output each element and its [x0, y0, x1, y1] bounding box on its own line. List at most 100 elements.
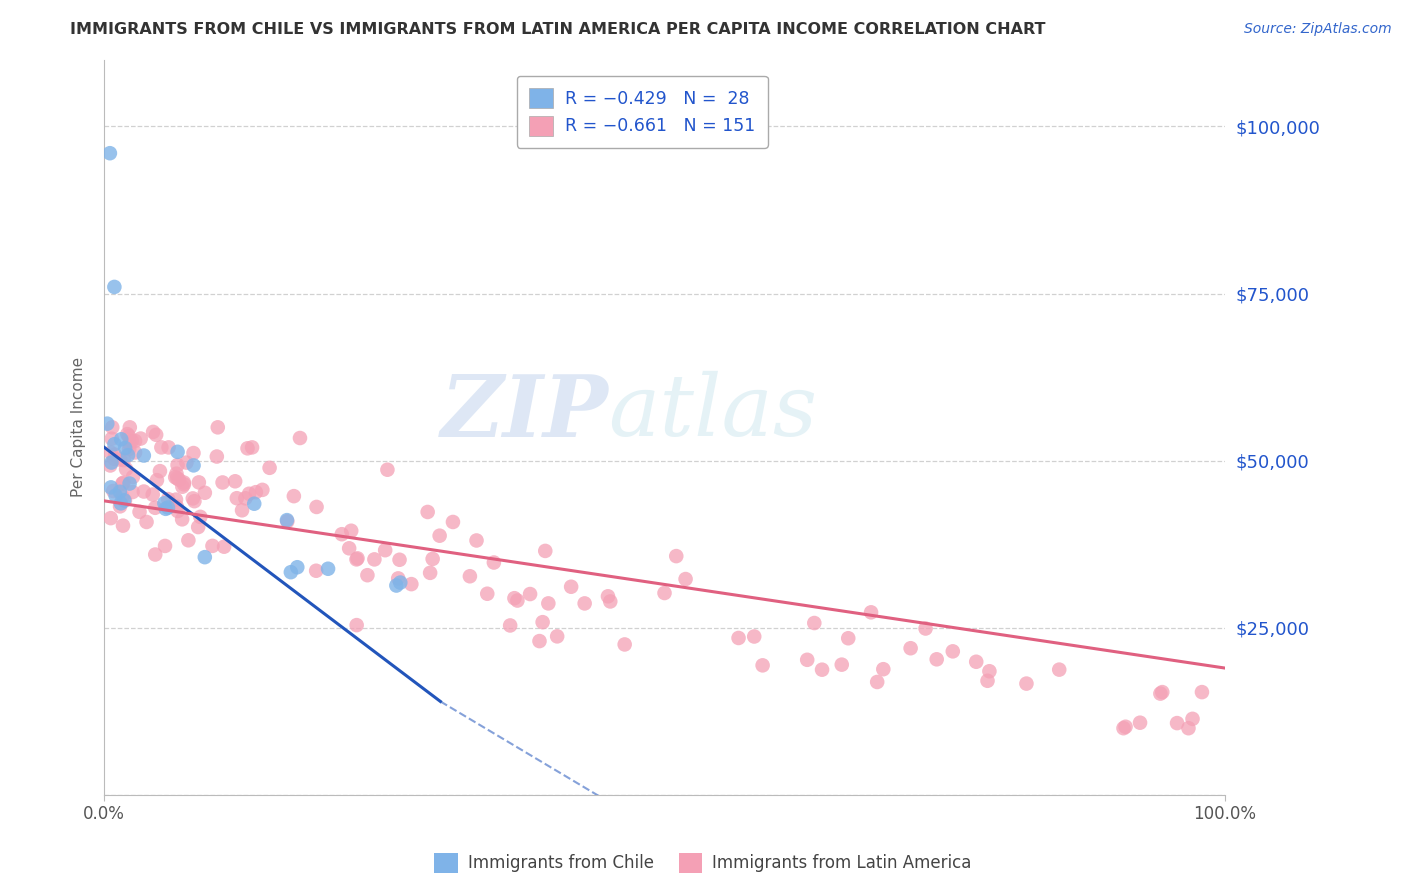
Point — [1177, 721, 1199, 735]
Point — [142, 487, 165, 501]
Point — [146, 473, 169, 487]
Point — [115, 462, 138, 476]
Point — [1047, 663, 1070, 677]
Point — [499, 618, 522, 632]
Point — [288, 431, 311, 445]
Text: atlas: atlas — [609, 371, 818, 454]
Point — [165, 470, 187, 484]
Point — [574, 596, 596, 610]
Point — [118, 442, 141, 456]
Point — [613, 637, 636, 651]
Point — [385, 578, 408, 592]
Point — [477, 587, 499, 601]
Point — [201, 539, 224, 553]
Point — [129, 432, 152, 446]
Point — [965, 655, 987, 669]
Point — [166, 445, 188, 459]
Point — [441, 515, 464, 529]
Point — [503, 591, 526, 606]
Point — [465, 533, 488, 548]
Point — [132, 484, 155, 499]
Point — [165, 492, 187, 507]
Point — [110, 432, 132, 446]
Point — [167, 473, 190, 487]
Point — [166, 504, 188, 518]
Point — [831, 657, 853, 672]
Point — [101, 432, 124, 446]
Point — [100, 456, 122, 470]
Point — [112, 493, 135, 508]
Point — [166, 467, 188, 481]
Point — [124, 434, 146, 448]
Point — [236, 442, 259, 456]
Point — [416, 505, 439, 519]
Point — [207, 420, 229, 434]
Text: ZIP: ZIP — [440, 371, 609, 454]
Point — [280, 565, 302, 579]
Point — [145, 427, 167, 442]
Point — [243, 497, 266, 511]
Point — [157, 441, 180, 455]
Point — [422, 552, 444, 566]
Point — [150, 441, 173, 455]
Point — [429, 529, 451, 543]
Point — [121, 434, 143, 448]
Point — [529, 634, 551, 648]
Point — [205, 450, 228, 464]
Point — [388, 553, 411, 567]
Point — [155, 501, 177, 516]
Point — [374, 543, 396, 558]
Point — [112, 475, 135, 490]
Point — [751, 658, 773, 673]
Point — [103, 437, 125, 451]
Point — [211, 475, 233, 490]
Point — [925, 652, 948, 666]
Point — [103, 451, 125, 466]
Y-axis label: Per Capita Income: Per Capita Income — [72, 358, 86, 498]
Point — [519, 587, 541, 601]
Point — [675, 572, 697, 586]
Point — [135, 515, 157, 529]
Point — [108, 452, 131, 467]
Point — [111, 490, 134, 504]
Point — [114, 441, 136, 455]
Point — [96, 417, 118, 431]
Point — [346, 551, 368, 566]
Point — [183, 494, 205, 508]
Point — [194, 485, 217, 500]
Point — [128, 505, 150, 519]
Point — [156, 500, 179, 515]
Point — [149, 464, 172, 478]
Point — [101, 420, 124, 434]
Point — [506, 593, 529, 607]
Point — [914, 622, 936, 636]
Point — [108, 484, 131, 499]
Point — [194, 550, 217, 565]
Point — [100, 511, 122, 525]
Point — [142, 425, 165, 439]
Point — [259, 460, 281, 475]
Point — [1152, 685, 1174, 699]
Point — [166, 471, 188, 485]
Point — [560, 580, 582, 594]
Point — [1015, 676, 1038, 690]
Point — [1166, 716, 1188, 731]
Point — [103, 280, 125, 294]
Point — [330, 527, 353, 541]
Point — [118, 436, 141, 450]
Point — [337, 541, 360, 556]
Point — [803, 615, 825, 630]
Legend: Immigrants from Chile, Immigrants from Latin America: Immigrants from Chile, Immigrants from L… — [427, 847, 979, 880]
Point — [124, 445, 146, 459]
Point — [534, 544, 557, 558]
Point — [103, 483, 125, 498]
Point — [458, 569, 481, 583]
Point — [860, 605, 883, 619]
Point — [100, 480, 122, 494]
Point — [665, 549, 688, 563]
Point — [157, 492, 180, 507]
Point — [238, 487, 260, 501]
Point — [742, 630, 765, 644]
Point — [1191, 685, 1213, 699]
Point — [389, 575, 412, 590]
